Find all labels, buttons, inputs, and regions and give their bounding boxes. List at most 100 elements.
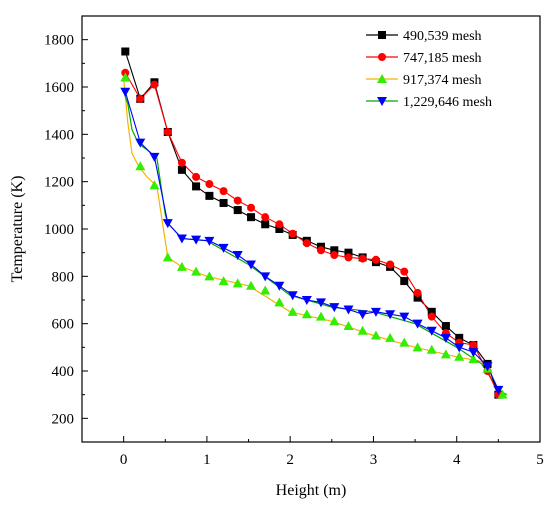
data-point — [427, 312, 436, 321]
data-point — [136, 94, 145, 103]
data-point — [232, 278, 243, 288]
data-point — [302, 239, 311, 248]
data-point — [287, 306, 298, 316]
y-tick-label: 1200 — [44, 175, 74, 191]
data-point — [343, 321, 354, 331]
y-tick-label: 800 — [52, 269, 75, 285]
data-point — [455, 333, 464, 342]
series-line — [124, 51, 499, 395]
data-point — [454, 343, 465, 353]
data-point — [413, 293, 422, 302]
data-point — [275, 220, 284, 229]
data-point — [162, 219, 173, 229]
legend-label: 917,374 mesh — [403, 73, 482, 88]
y-tick-label: 1000 — [44, 222, 74, 238]
x-axis-title: Height (m) — [276, 482, 347, 499]
data-point — [247, 203, 256, 212]
series-markers — [120, 47, 508, 399]
data-point — [260, 272, 271, 282]
legend-label: 747,185 mesh — [403, 51, 482, 66]
data-point — [468, 354, 479, 364]
data-point — [358, 254, 367, 263]
data-point — [218, 243, 229, 253]
y-tick-label: 400 — [52, 364, 75, 380]
data-point — [399, 337, 410, 347]
legend-label: 1,229,646 mesh — [403, 95, 492, 110]
data-point — [261, 213, 270, 222]
data-point — [329, 303, 340, 313]
data-point — [344, 248, 353, 257]
data-point — [233, 206, 242, 215]
data-point — [247, 213, 256, 222]
data-point — [329, 316, 340, 326]
data-point — [426, 326, 437, 336]
data-point — [400, 267, 409, 276]
data-point — [370, 330, 381, 340]
data-point — [413, 288, 422, 297]
data-point — [205, 180, 214, 189]
y-tick-label: 1400 — [44, 127, 74, 143]
series-line — [124, 91, 499, 391]
data-point — [275, 225, 284, 233]
legend: 490,539 mesh 747,185 mesh 917,374 mesh 1,22… — [366, 29, 492, 110]
data-point — [441, 322, 450, 331]
data-point — [427, 307, 436, 316]
data-point — [468, 348, 479, 358]
data-point — [385, 310, 396, 320]
data-point — [120, 72, 131, 82]
x-tick-label: 4 — [453, 452, 461, 468]
legend-marker — [378, 31, 386, 39]
data-point — [150, 80, 159, 89]
data-point — [246, 260, 257, 270]
x-tick-label: 0 — [120, 452, 128, 468]
series-line — [124, 72, 499, 395]
legend-marker — [377, 97, 387, 106]
data-point — [482, 362, 493, 372]
data-point — [163, 127, 172, 136]
data-point — [121, 47, 130, 56]
data-point — [399, 312, 410, 322]
data-point — [149, 152, 160, 162]
data-point — [357, 325, 368, 335]
data-point — [385, 332, 396, 342]
data-point — [162, 252, 173, 262]
data-point — [440, 333, 451, 343]
data-point — [192, 182, 201, 191]
data-point — [191, 266, 202, 276]
data-point — [440, 349, 451, 359]
data-point — [426, 344, 437, 354]
data-point — [176, 234, 187, 244]
data-point — [246, 280, 257, 290]
data-point — [493, 385, 504, 395]
y-axis-title: Temperature (K) — [9, 176, 26, 283]
data-point — [233, 196, 242, 205]
data-point — [232, 251, 243, 261]
data-point — [316, 246, 325, 255]
data-point — [343, 305, 354, 315]
data-point — [315, 298, 326, 308]
data-point — [219, 187, 228, 196]
y-tick-label: 1600 — [44, 80, 74, 96]
data-point — [219, 198, 228, 207]
data-point — [149, 180, 160, 190]
data-point — [330, 251, 339, 260]
data-point — [301, 296, 312, 305]
legend-marker — [377, 74, 387, 83]
data-point — [177, 158, 186, 167]
axes: 0 1 2 3 4 5 200 400 600 800 1000 1200 1400 1600 1800 — [44, 33, 544, 468]
data-point — [370, 307, 381, 317]
data-point — [454, 351, 465, 361]
data-point — [120, 87, 131, 97]
data-point — [204, 271, 215, 281]
data-point — [261, 220, 270, 229]
data-point — [497, 389, 508, 399]
data-point — [218, 276, 229, 286]
x-tick-label: 1 — [203, 452, 211, 468]
x-tick-label: 2 — [286, 452, 294, 468]
data-point — [357, 310, 368, 320]
data-point — [204, 236, 215, 246]
data-point — [344, 253, 353, 262]
data-point — [135, 161, 146, 171]
data-point — [371, 255, 380, 264]
data-point — [176, 261, 187, 271]
